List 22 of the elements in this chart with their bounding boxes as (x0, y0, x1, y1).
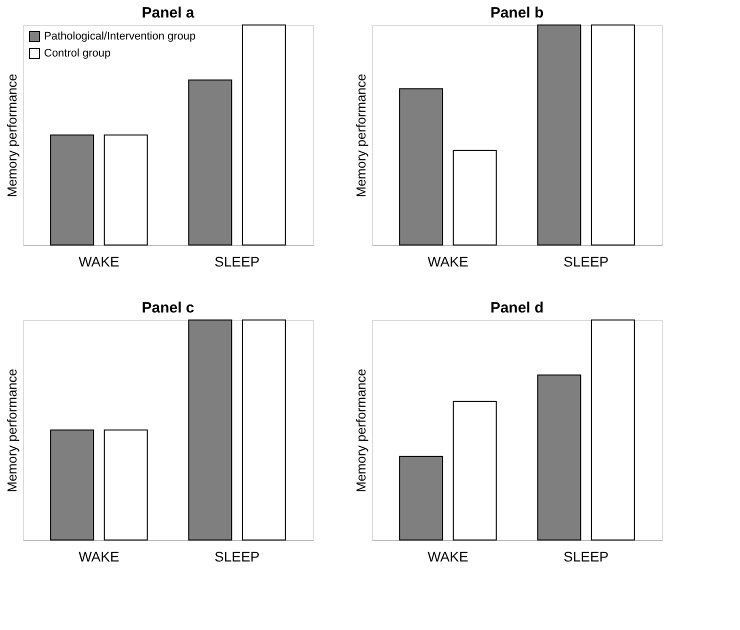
x-tick-label: SLEEP (214, 254, 260, 270)
x-tick-label: SLEEP (214, 548, 260, 564)
chart-title: Panel d (490, 300, 544, 316)
legend-label: Pathological/Intervention group (44, 30, 196, 42)
x-tick-label: WAKE (428, 548, 468, 564)
x-tick-label: WAKE (78, 254, 120, 270)
legend-label: Control group (44, 48, 111, 60)
x-tick-label: WAKE (428, 254, 468, 270)
y-axis-title: Memory performance (4, 74, 20, 198)
x-tick-label: SLEEP (563, 548, 609, 564)
chart-title: Panel c (142, 300, 194, 316)
chart-title: Panel a (142, 4, 195, 22)
bar (590, 320, 635, 540)
bar (452, 400, 497, 540)
bar (537, 374, 582, 540)
y-axis-title: Memory performance (354, 368, 368, 492)
x-tick-label: SLEEP (563, 254, 609, 270)
y-axis-title: Memory performance (4, 368, 20, 492)
bar (399, 456, 444, 540)
chart-title: Panel b (490, 4, 544, 22)
x-tick-label: WAKE (78, 548, 120, 564)
y-axis-title: Memory performance (354, 74, 368, 198)
